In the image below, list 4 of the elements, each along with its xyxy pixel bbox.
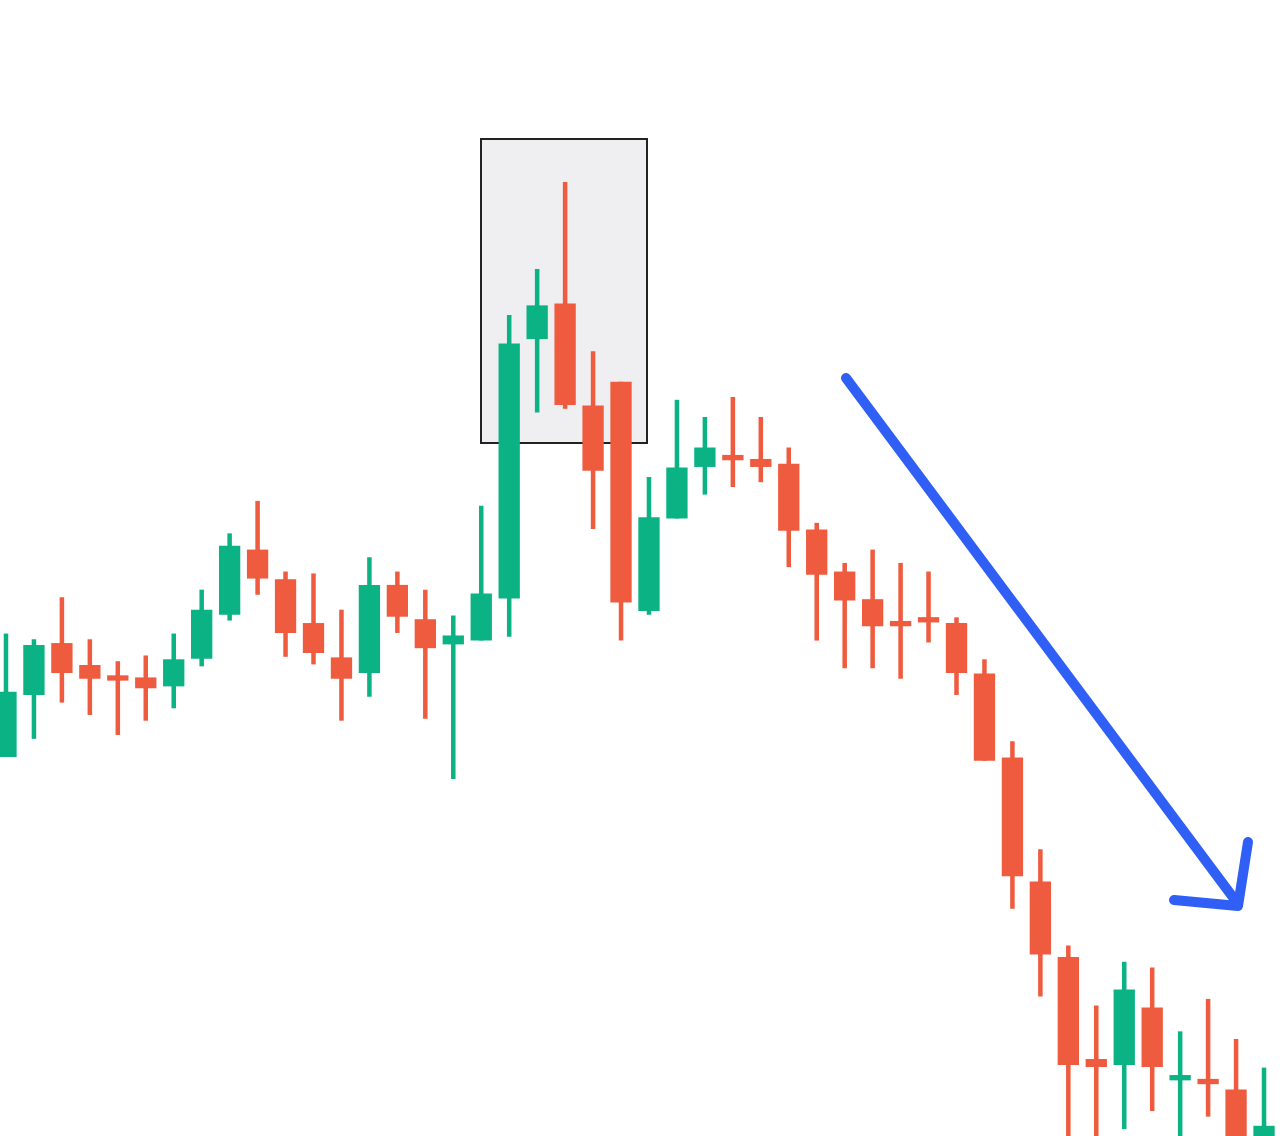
candlestick <box>1085 1005 1107 1136</box>
candlestick <box>889 562 912 679</box>
candlestick <box>442 615 464 779</box>
candlestick <box>917 571 940 643</box>
